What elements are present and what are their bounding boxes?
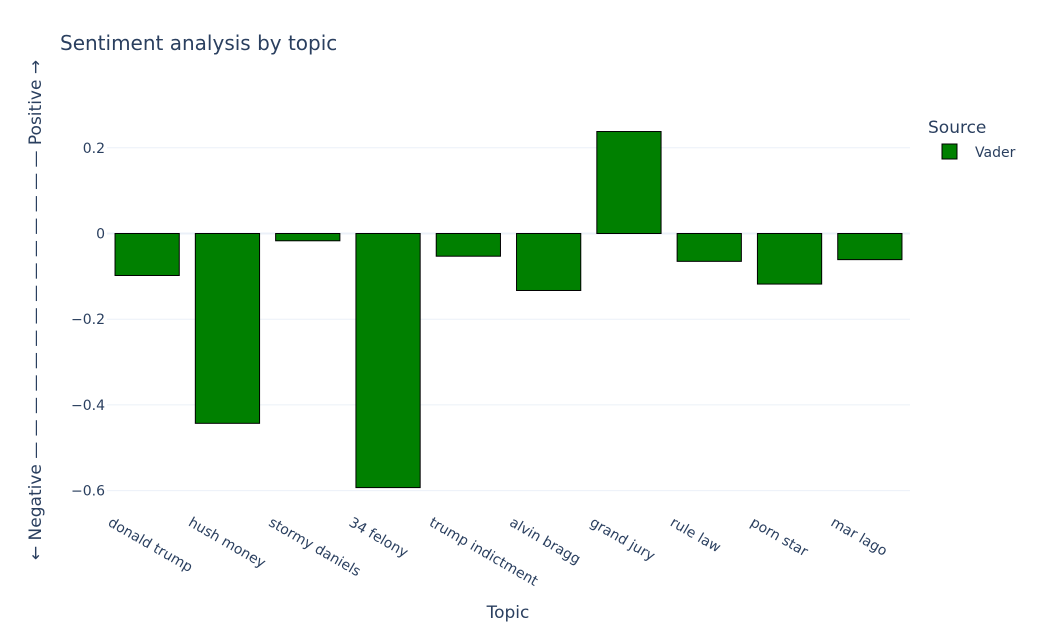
- x-tick-label: hush money: [185, 515, 268, 572]
- legend-label-vader[interactable]: Vader: [975, 145, 1016, 161]
- x-tick-label: mar lago: [828, 515, 890, 560]
- y-tick-label: −0.6: [71, 484, 105, 500]
- bar-rule-law[interactable]: [676, 233, 742, 262]
- bar-donald-trump[interactable]: [114, 233, 180, 276]
- bar-hush-money[interactable]: [194, 233, 261, 424]
- y-tick-label: −0.2: [71, 312, 105, 328]
- x-tick-label: grand jury: [587, 515, 658, 565]
- bar-trump-indictment[interactable]: [435, 233, 501, 257]
- bar-grand-jury[interactable]: [596, 131, 662, 234]
- y-axis-ticks: 0.2 0 −0.2 −0.4 −0.6: [71, 141, 105, 500]
- bar-34-felony[interactable]: [355, 233, 421, 489]
- y-tick-label: 0.2: [83, 141, 105, 157]
- x-tick-label: porn star: [748, 515, 811, 561]
- x-tick-label: rule law: [667, 515, 723, 557]
- bar-stormy-daniels[interactable]: [275, 233, 341, 242]
- bars: [114, 131, 903, 489]
- chart-title: Sentiment analysis by topic: [60, 31, 337, 55]
- legend: Source Vader: [928, 118, 1016, 161]
- x-tick-label: 34 felony: [346, 515, 411, 562]
- bar-porn-star[interactable]: [756, 233, 823, 285]
- y-axis-title: ← Negative — — — — — — — — — — — — — — P…: [26, 60, 46, 560]
- y-tick-label: −0.4: [71, 398, 105, 414]
- bar-mar-lago[interactable]: [837, 233, 903, 261]
- legend-title: Source: [928, 118, 986, 138]
- x-axis-title: Topic: [486, 603, 530, 623]
- bar-alvin-bragg[interactable]: [516, 233, 582, 291]
- y-tick-label: 0: [96, 227, 105, 243]
- x-tick-label: donald trump: [105, 515, 195, 576]
- x-tick-label: alvin bragg: [507, 515, 583, 568]
- legend-swatch-vader[interactable]: [941, 143, 958, 160]
